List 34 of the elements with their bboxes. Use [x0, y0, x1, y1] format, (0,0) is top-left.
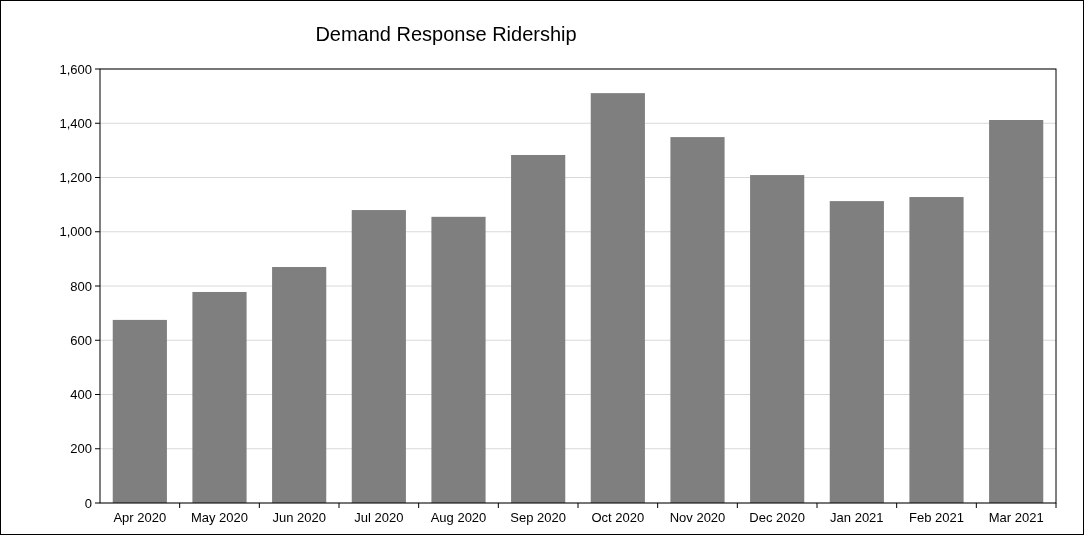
y-tick-label: 1,200: [59, 170, 92, 186]
x-tick-label: Jan 2021: [830, 510, 884, 525]
bar: [989, 120, 1044, 503]
y-tick-label: 1,400: [59, 115, 92, 131]
y-tick-label: 1,600: [59, 61, 92, 77]
bar: [750, 175, 805, 503]
x-tick-label: Dec 2020: [749, 510, 805, 525]
x-tick-label: Sep 2020: [510, 510, 566, 525]
bar: [590, 93, 645, 503]
x-tick-label: Feb 2021: [909, 510, 964, 525]
x-tick-label: Apr 2020: [113, 510, 167, 525]
y-tick-label: 800: [70, 278, 92, 294]
bar: [431, 216, 486, 503]
y-tick-label: 0: [84, 495, 92, 511]
x-tick-label: Jul 2020: [354, 510, 404, 525]
x-tick-label: Nov 2020: [669, 510, 726, 525]
bar: [192, 291, 247, 503]
x-tick-label: Aug 2020: [430, 510, 487, 525]
bar: [511, 154, 566, 503]
bar: [670, 137, 725, 503]
chart-title: Demand Response Ridership: [315, 23, 577, 45]
bar: [909, 197, 964, 503]
y-tick-label: 200: [70, 441, 92, 457]
bar: [112, 319, 167, 503]
y-tick-label: 600: [70, 332, 92, 348]
y-tick-label: 400: [70, 387, 92, 403]
y-tick-label: 1,000: [59, 224, 92, 240]
bar: [272, 267, 327, 503]
x-tick-label: Jun 2020: [272, 510, 326, 525]
x-tick-label: Mar 2021: [988, 510, 1044, 525]
x-tick-label: May 2020: [190, 510, 249, 525]
bar: [351, 210, 406, 503]
x-tick-label: Oct 2020: [591, 510, 645, 525]
bar: [829, 201, 884, 503]
